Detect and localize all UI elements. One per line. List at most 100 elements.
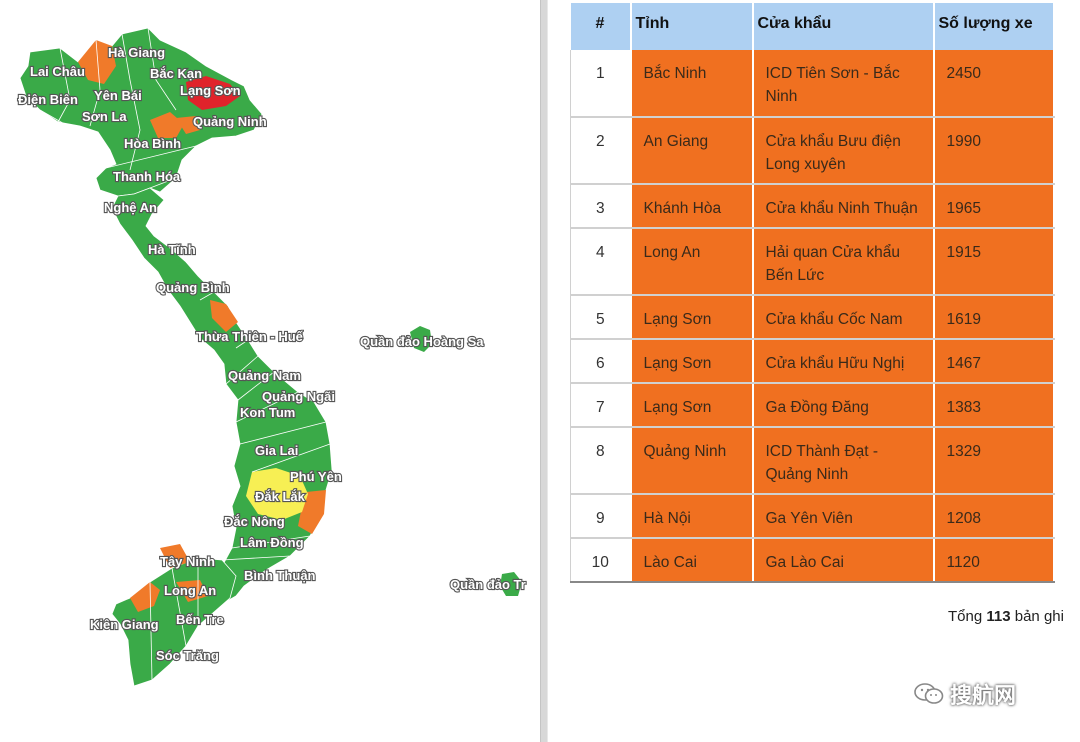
row-gate: Cửa khẩu Ninh Thuận [752,184,935,229]
map-island-truong-sa[interactable] [500,572,522,596]
map-label-dien-bien: Điện Biên [18,92,78,107]
row-gate: ICD Tiên Sơn - Bắc Ninh [752,50,935,118]
watermark-text: 搜航网 [950,683,1017,708]
total-prefix: Tổng [948,608,983,625]
row-num: 8 [570,427,632,495]
row-vehicles: 1329 [933,427,1055,495]
row-gate: Cửa khẩu Cốc Nam [752,295,935,340]
row-vehicles: 1208 [933,494,1055,539]
row-vehicles: 1990 [933,117,1055,185]
row-province: Lào Cai [630,538,754,583]
wechat-icon [914,682,944,712]
map-label-truong-sa: Quần đảo Tr [450,577,526,592]
map-label-quang-binh: Quảng Bình [156,280,230,295]
row-num: 9 [570,494,632,539]
map-province-lang-son[interactable] [186,76,240,110]
row-province: Lạng Sơn [630,295,754,340]
row-num: 1 [570,50,632,118]
map-label-phu-yen: Phú Yên [290,469,342,484]
row-gate-line: Ga Đồng Đăng [765,399,869,416]
row-gate-line: Ninh [765,88,798,105]
table-row[interactable]: 7 Lạng Sơn Ga Đồng Đăng 1383 [570,383,1055,428]
row-num: 7 [570,383,632,428]
map-label-kon-tum: Kon Tum [240,405,295,420]
row-gate: Ga Lào Cai [752,538,935,583]
vietnam-map: Hà Giang Lai Châu Bắc Kạn Yên Bái Lạng S… [17,27,527,687]
row-province: Lạng Sơn [630,383,754,428]
table-row[interactable]: 9 Hà Nội Ga Yên Viên 1208 [570,494,1055,539]
table-row[interactable]: 10 Lào Cai Ga Lào Cai 1120 [570,538,1055,583]
map-label-binh-thuan: Bình Thuận [244,568,316,583]
map-province-an-giang[interactable] [130,582,160,612]
map-label-ha-tinh: Hà Tĩnh [148,242,196,257]
row-province: Khánh Hòa [630,184,754,229]
map-label-thua-thien-hue: Thừa Thiên - Huế [196,329,304,344]
map-label-bac-kan: Bắc Kạn [150,66,202,81]
row-num: 2 [570,117,632,185]
map-label-lam-dong: Lâm Đồng [240,535,304,550]
row-vehicles: 1383 [933,383,1055,428]
map-province-lai-chau[interactable] [78,40,116,84]
map-province-long-an[interactable] [176,580,208,602]
table-row[interactable]: 8 Quảng Ninh ICD Thành Đạt - Quảng Ninh 1… [570,427,1055,495]
map-label-hoa-binh: Hòa Bình [124,136,181,151]
watermark: 搜航网 [914,678,1016,712]
row-gate: Ga Yên Viên [752,494,935,539]
vehicle-table: # Tỉnh Cửa khẩu Số lượng xe 1 Bắc Ninh I… [570,3,1055,583]
table-row[interactable]: 4 Long An Hải quan Cửa khẩu Bến Lức 1915 [570,228,1055,296]
map-province-thai-binh[interactable] [176,116,200,134]
map-label-hoang-sa: Quần đảo Hoàng Sa [360,334,484,349]
map-label-yen-bai: Yên Bái [94,88,142,103]
row-vehicles: 2450 [933,50,1055,118]
map-label-gia-lai: Gia Lai [255,443,298,458]
row-gate-line: Ga Yên Viên [765,510,853,527]
table-row[interactable]: 2 An Giang Cửa khẩu Bưu điện Long xuyên 1… [570,117,1055,185]
row-province: Bắc Ninh [630,50,754,118]
map-label-quang-nam: Quảng Nam [228,368,301,383]
map-label-nghe-an: Nghệ An [104,200,157,215]
row-gate-line: Hải quan Cửa khẩu [765,244,900,261]
row-vehicles: 1915 [933,228,1055,296]
province-borders [39,27,331,681]
map-label-kien-giang: Kiên Giang [90,617,159,632]
panel-divider [540,0,548,742]
header-vehicles[interactable]: Số lượng xe [933,3,1055,50]
row-gate: Ga Đồng Đăng [752,383,935,428]
row-num: 5 [570,295,632,340]
row-province: An Giang [630,117,754,185]
row-vehicles: 1467 [933,339,1055,384]
row-gate-line: Ga Lào Cai [765,554,844,571]
row-gate: Hải quan Cửa khẩu Bến Lức [752,228,935,296]
row-gate: Cửa khẩu Hữu Nghị [752,339,935,384]
map-label-quang-ninh: Quảng Ninh [193,114,267,129]
table-row[interactable]: 3 Khánh Hòa Cửa khẩu Ninh Thuận 1965 [570,184,1055,229]
map-label-son-la: Sơn La [82,109,127,124]
header-num[interactable]: # [570,3,632,50]
map-province-bac-giang[interactable] [150,112,184,138]
map-label-lang-son: Lạng Sơn [180,83,241,98]
total-suffix: bản ghi [1014,608,1064,625]
table-row[interactable]: 6 Lạng Sơn Cửa khẩu Hữu Nghị 1467 [570,339,1055,384]
row-gate-line: Quảng Ninh [765,466,849,483]
row-vehicles: 1965 [933,184,1055,229]
row-gate-line: Bến Lức [765,267,825,284]
map-island-hoang-sa[interactable] [410,326,432,352]
row-province: Lạng Sơn [630,339,754,384]
map-province-dak-lak[interactable] [246,468,308,520]
map-province-hue[interactable] [210,300,238,332]
row-gate-line: Cửa khẩu Hữu Nghị [765,355,905,372]
table-row[interactable]: 1 Bắc Ninh ICD Tiên Sơn - Bắc Ninh 2450 [570,50,1055,118]
row-num: 10 [570,538,632,583]
row-province: Long An [630,228,754,296]
map-label-tay-ninh: Tây Ninh [160,554,215,569]
row-gate-line: Cửa khẩu Ninh Thuận [765,200,918,217]
row-gate-line: Cửa khẩu Bưu điện [765,133,901,150]
header-gate[interactable]: Cửa khẩu [752,3,935,50]
map-province-tay-ninh[interactable] [160,544,190,568]
table-row[interactable]: 5 Lạng Sơn Cửa khẩu Cốc Nam 1619 [570,295,1055,340]
row-num: 6 [570,339,632,384]
row-gate-line: ICD Tiên Sơn - Bắc [765,65,900,82]
row-vehicles: 1120 [933,538,1055,583]
header-province[interactable]: Tỉnh [630,3,754,50]
row-gate-line: ICD Thành Đạt - [765,443,879,460]
